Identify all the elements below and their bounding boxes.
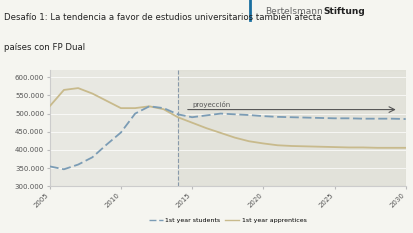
Text: Stiftung: Stiftung	[322, 7, 364, 16]
Text: Desafío 1: La tendencia a favor de estudios universitarios también afecta: Desafío 1: La tendencia a favor de estud…	[4, 13, 321, 22]
Legend: 1st year students, 1st year apprentices: 1st year students, 1st year apprentices	[146, 215, 308, 225]
Text: Bertelsmann: Bertelsmann	[265, 7, 322, 16]
Text: países con FP Dual: países con FP Dual	[4, 43, 85, 52]
Bar	[178, 70, 405, 186]
Text: proyección: proyección	[192, 101, 230, 108]
